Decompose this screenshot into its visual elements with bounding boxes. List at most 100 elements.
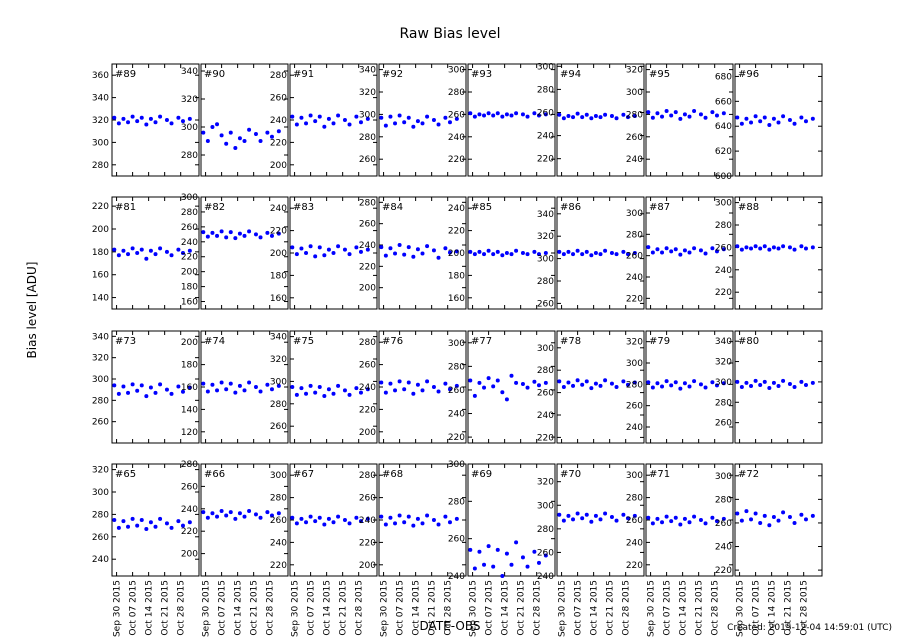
data-point [420, 388, 425, 393]
y-tick-label: 280 [537, 366, 554, 376]
data-point [290, 515, 295, 520]
y-tick-label: 260 [626, 402, 643, 412]
data-point [787, 381, 792, 386]
data-point [575, 378, 580, 383]
data-point [294, 392, 299, 397]
data-point [614, 252, 619, 257]
y-tick-label: 240 [270, 204, 287, 214]
y-tick-label: 240 [448, 204, 465, 214]
data-point [514, 380, 519, 385]
data-point [130, 516, 135, 521]
data-point [201, 510, 206, 515]
y-tick-label: 220 [715, 288, 732, 298]
y-tick-label: 260 [537, 548, 554, 558]
data-point [557, 512, 562, 517]
data-point [758, 246, 763, 251]
data-point [383, 390, 388, 395]
data-point [308, 383, 313, 388]
panel-frame [556, 63, 645, 177]
y-tick-label: 340 [359, 66, 376, 76]
y-axis-label: Bias level [ADU] [25, 262, 39, 359]
data-point [130, 114, 135, 119]
data-point [598, 252, 603, 257]
data-point [532, 549, 537, 554]
y-tick-label: 260 [181, 482, 198, 492]
panel-frame [556, 330, 645, 444]
data-point [682, 381, 687, 386]
data-point [397, 243, 402, 247]
data-point [425, 114, 430, 119]
data-point [358, 390, 363, 395]
data-point [525, 114, 530, 119]
data-point [443, 246, 448, 251]
data-point [415, 516, 420, 521]
data-point [767, 122, 772, 127]
data-point [787, 515, 792, 520]
data-point [514, 248, 519, 253]
y-tick-label: 300 [448, 66, 465, 76]
data-point [379, 514, 384, 519]
y-tick-label: 320 [715, 358, 732, 368]
data-point [144, 394, 149, 399]
data-point [714, 383, 719, 388]
data-point [317, 385, 322, 389]
data-point [233, 236, 238, 241]
data-point [135, 388, 140, 393]
panel-frame [734, 196, 823, 310]
y-tick-label: 260 [537, 299, 554, 309]
data-point [625, 115, 630, 120]
data-point [269, 134, 274, 139]
y-tick-label: 280 [92, 510, 109, 520]
y-tick-label: 180 [448, 271, 465, 281]
data-point [810, 116, 815, 121]
panel-title: #66 [204, 469, 225, 480]
data-point [603, 511, 608, 516]
y-tick-label: 300 [92, 375, 109, 385]
data-point [598, 115, 603, 120]
panel-frame [111, 330, 200, 444]
data-point [710, 515, 715, 520]
y-tick-label: 260 [537, 389, 554, 399]
data-point [139, 247, 144, 252]
data-point [803, 517, 808, 522]
data-point [753, 511, 758, 516]
x-tick-label: Oct 21 2015 [517, 580, 527, 636]
data-point [669, 249, 674, 254]
data-point [673, 110, 678, 115]
data-point [655, 516, 660, 521]
y-tick-label: 260 [359, 155, 376, 165]
data-point [180, 251, 185, 255]
data-point [614, 385, 619, 389]
data-point [660, 384, 665, 389]
data-point [710, 110, 715, 115]
data-point [739, 247, 744, 252]
y-tick-label: 640 [715, 122, 732, 132]
y-tick-label: 300 [359, 110, 376, 120]
data-point [758, 119, 763, 124]
y-tick-label: 320 [92, 116, 109, 126]
data-point [687, 250, 692, 255]
data-point [575, 111, 580, 116]
x-tick-label: Sep 30 2015 [113, 580, 123, 637]
data-point [655, 111, 660, 116]
panel-title: #95 [649, 69, 670, 80]
data-point [308, 244, 313, 249]
x-tick-label: Oct 14 2015 [768, 580, 778, 636]
data-point [205, 515, 210, 520]
data-point [164, 387, 169, 392]
data-point [121, 519, 126, 524]
data-point [762, 513, 767, 518]
data-point [698, 518, 703, 522]
data-point [749, 383, 754, 388]
y-tick-label: 320 [181, 95, 198, 105]
data-point [632, 380, 637, 385]
data-point [614, 116, 619, 121]
panel-title: #92 [382, 69, 403, 80]
data-point [265, 510, 270, 515]
data-point [342, 118, 347, 122]
data-point [148, 385, 153, 390]
data-point [650, 521, 655, 526]
data-point [687, 384, 692, 389]
data-point [580, 252, 585, 257]
data-point [308, 514, 313, 519]
